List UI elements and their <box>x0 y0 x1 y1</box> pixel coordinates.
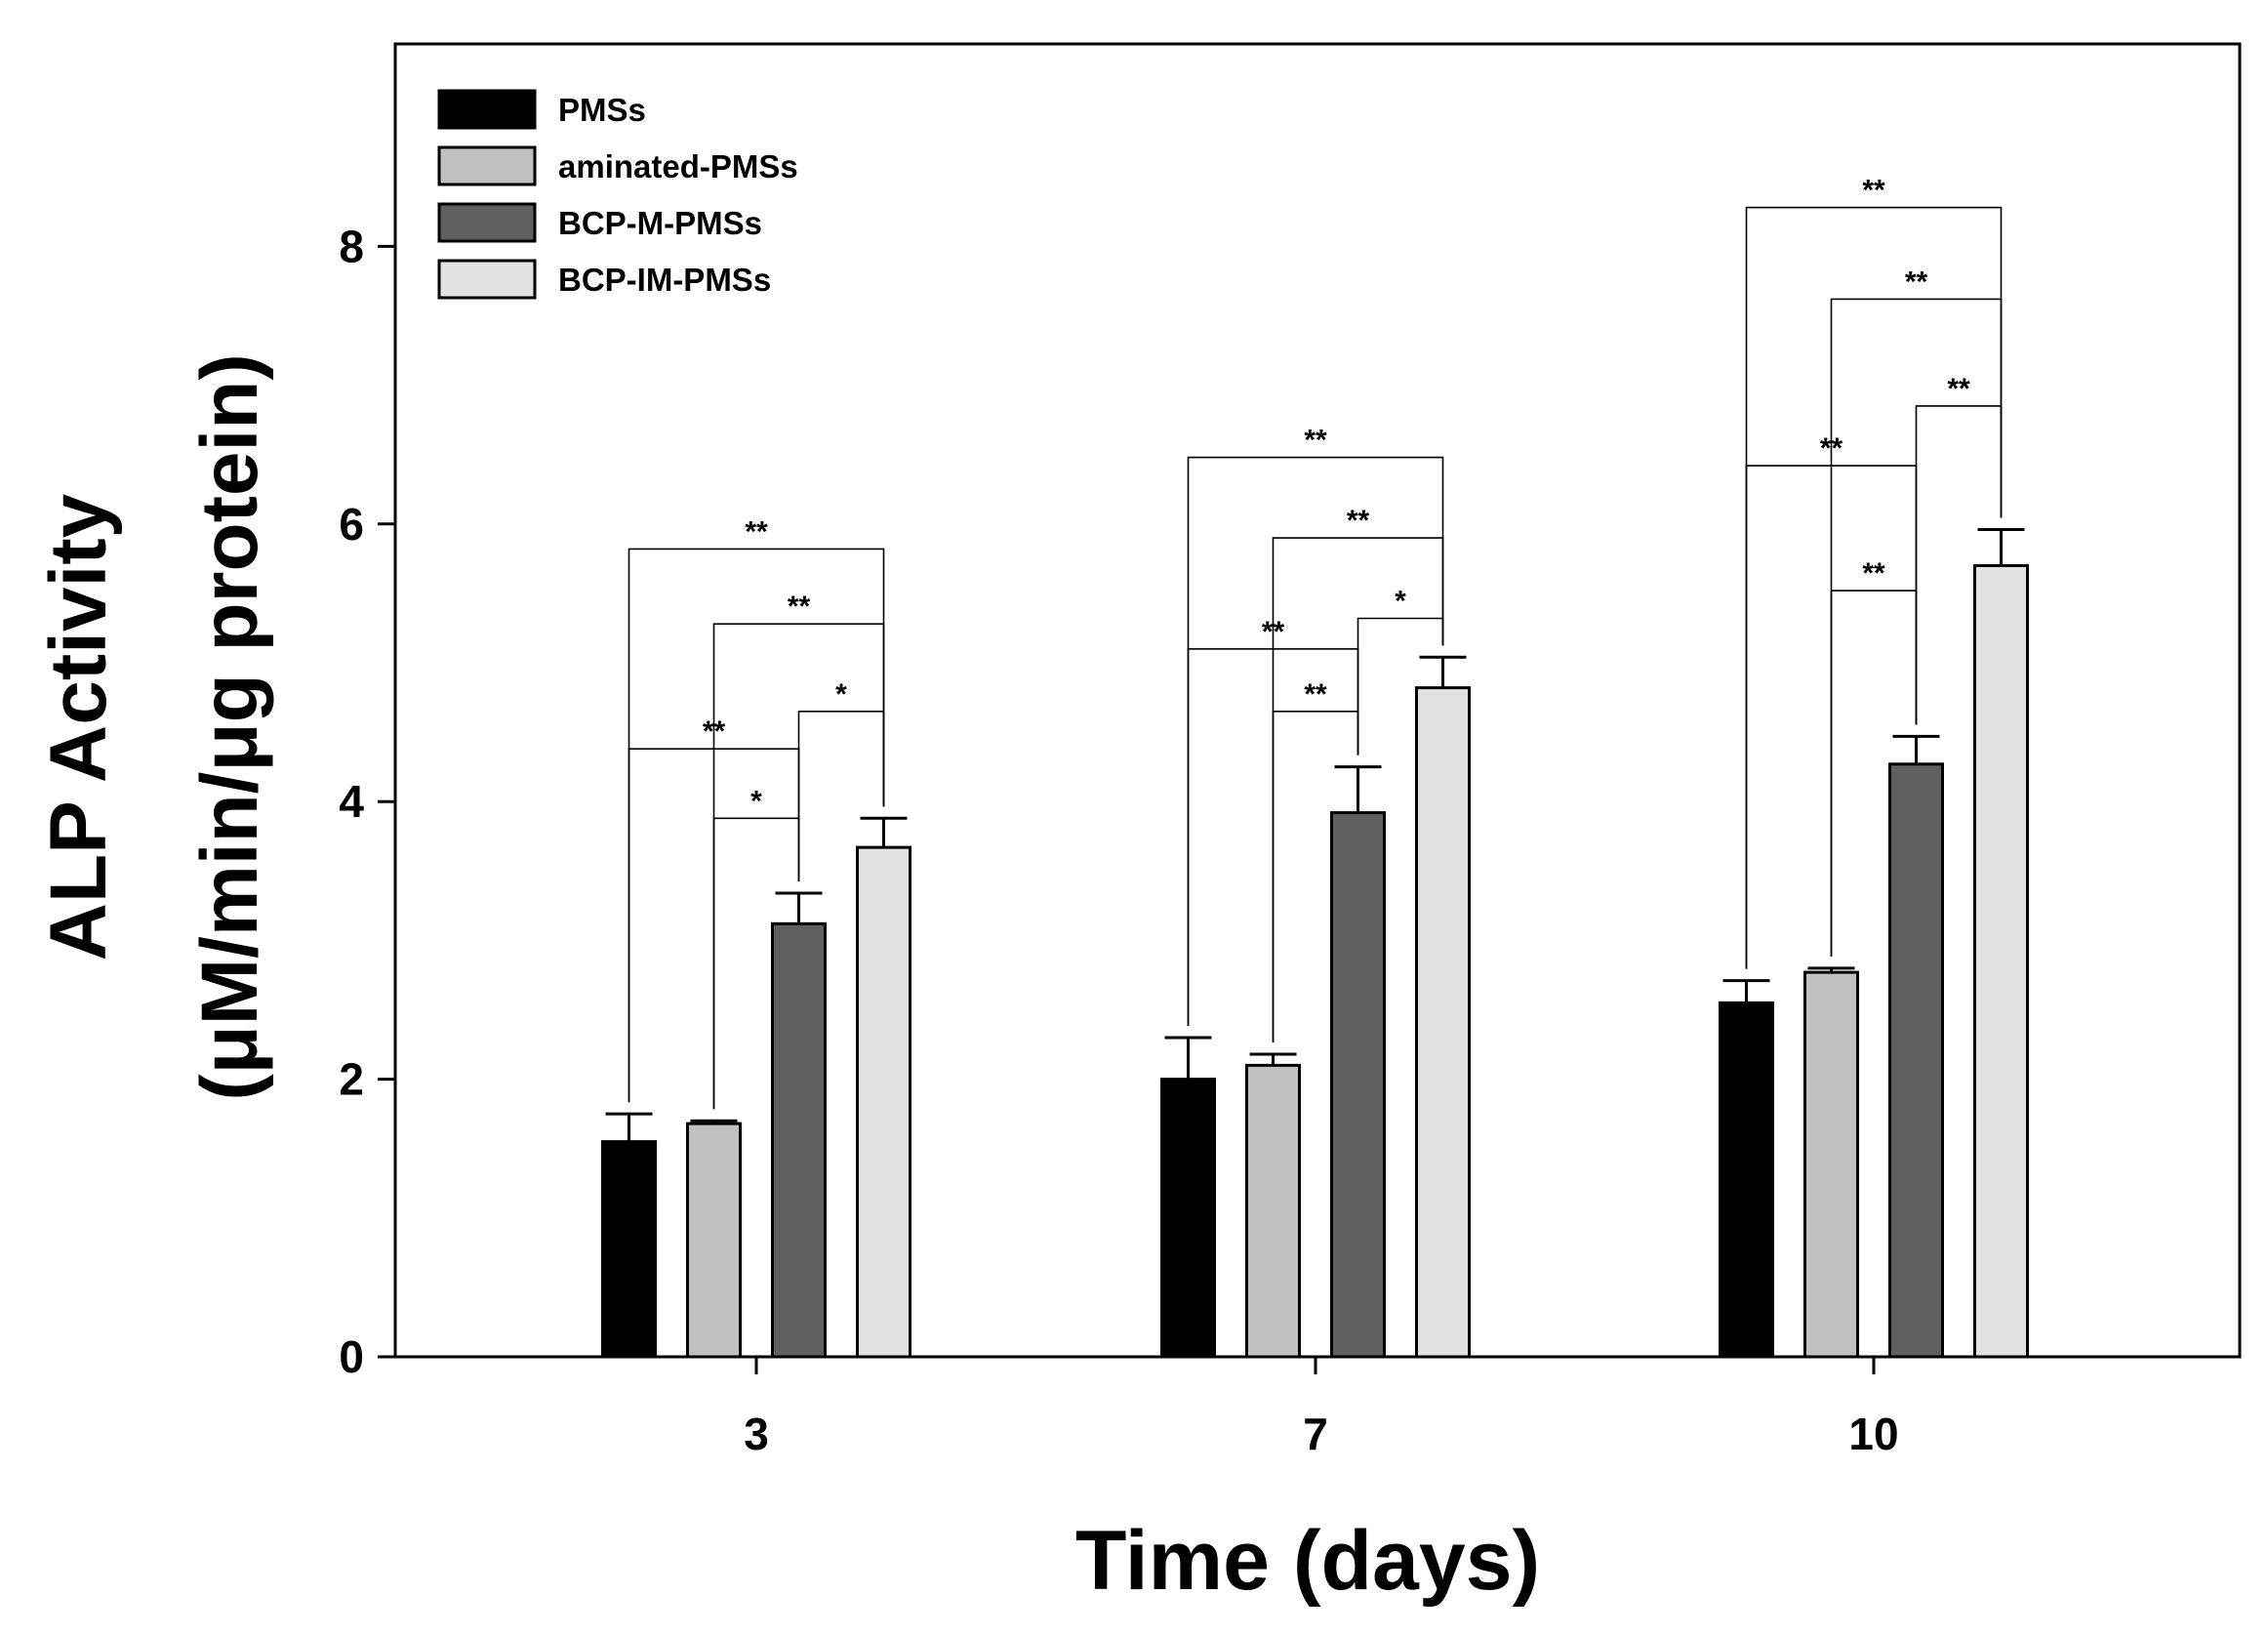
legend-swatch-BCP-IM-PMSs <box>437 259 537 300</box>
significance-bracket <box>1272 710 1359 1042</box>
bar-BCP-IM-PMSs-day-10 <box>1973 563 2029 1359</box>
significance-label: ** <box>1304 678 1327 711</box>
bar-BCP-IM-PMSs-day-7 <box>1415 686 1471 1359</box>
bar-BCP-M-PMSs-day-10 <box>1888 762 1944 1359</box>
legend-swatch-PMSs <box>437 89 537 130</box>
bar-BCP-M-PMSs-day-3 <box>771 921 827 1359</box>
bar-PMSs-day-10 <box>1719 1001 1774 1359</box>
significance-label: * <box>835 678 847 711</box>
bar-PMSs-day-7 <box>1160 1078 1216 1359</box>
significance-label: * <box>1395 585 1406 617</box>
significance-label: ** <box>745 515 768 548</box>
significance-bracket <box>628 548 885 1103</box>
significance-bracket <box>1187 456 1444 1026</box>
bar-BCP-M-PMSs-day-7 <box>1330 811 1386 1359</box>
significance-label: ** <box>1304 425 1327 457</box>
axes-layer: 0 2 4 6 8 3 7 10 <box>339 44 2240 1459</box>
significance-bracket <box>628 748 800 1103</box>
legend-label-BCP-M-PMSs: BCP-M-PMSs <box>558 205 762 241</box>
significance-bracket <box>1187 647 1359 1026</box>
x-axis-title: Time (days) <box>1075 1514 1540 1608</box>
legend-label-BCP-IM-PMSs: BCP-IM-PMSs <box>558 262 771 298</box>
significance-label: * <box>750 785 762 817</box>
y-tick-label: 4 <box>339 776 364 827</box>
y-tick-label: 8 <box>339 221 364 271</box>
legend-label-aminated-PMSs: aminated-PMSs <box>558 148 798 184</box>
significance-label: ** <box>1820 432 1843 465</box>
y-axis-title-line2: (μM/min/μg protein) <box>185 353 274 1100</box>
significance-label: ** <box>1905 266 1928 298</box>
bar-aminated-PMSs-day-10 <box>1803 970 1859 1359</box>
bar-aminated-PMSs-day-3 <box>686 1122 742 1359</box>
legend-swatch-BCP-M-PMSs <box>437 202 537 243</box>
legend-label-PMSs: PMSs <box>558 92 646 128</box>
significance-label: ** <box>703 715 726 748</box>
significance-bracket <box>712 817 800 1110</box>
significance-label: ** <box>1347 505 1370 537</box>
bar-aminated-PMSs-day-7 <box>1245 1063 1301 1359</box>
legend: PMSs aminated-PMSs BCP-M-PMSs BCP-IM-PMSs <box>437 89 798 300</box>
bar-PMSs-day-3 <box>601 1140 657 1359</box>
significance-layer: *************************** <box>628 175 2003 1110</box>
x-tick-label: 3 <box>744 1409 769 1459</box>
x-tick-label: 7 <box>1303 1409 1328 1459</box>
significance-bracket <box>1830 590 1918 957</box>
significance-label: ** <box>1862 175 1885 207</box>
y-axis-title: ALP Activity (μM/min/μg protein) <box>34 353 274 1100</box>
significance-label: ** <box>1947 373 1970 405</box>
y-axis-title-line1: ALP Activity <box>34 493 123 961</box>
bars-layer <box>601 527 2029 1359</box>
significance-label: ** <box>1262 616 1285 648</box>
y-tick-label: 0 <box>339 1331 364 1382</box>
legend-swatch-aminated-PMSs <box>437 145 537 186</box>
significance-label: ** <box>788 591 811 623</box>
significance-label: ** <box>1862 557 1885 590</box>
bar-BCP-IM-PMSs-day-3 <box>856 845 911 1359</box>
y-tick-label: 2 <box>339 1054 364 1105</box>
x-tick-label: 10 <box>1848 1409 1898 1459</box>
y-tick-label: 6 <box>339 499 364 550</box>
